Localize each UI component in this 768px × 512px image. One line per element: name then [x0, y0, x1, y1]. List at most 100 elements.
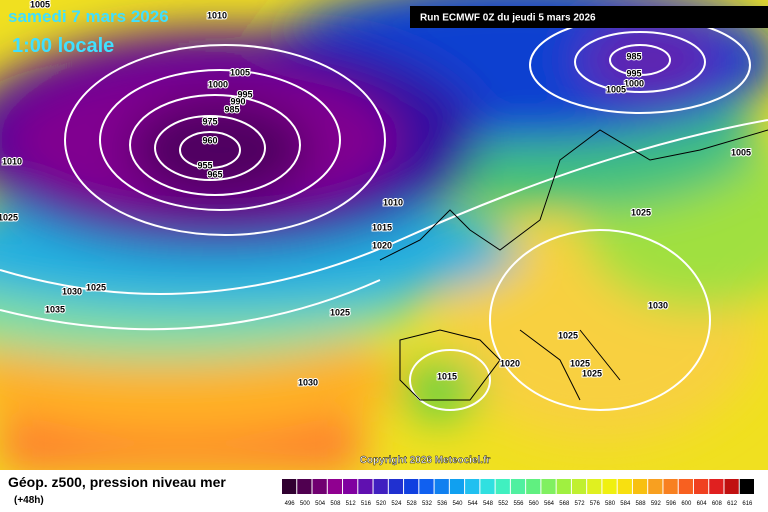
isobar-label: 1015	[437, 371, 457, 381]
isobar-label: 995	[237, 89, 252, 99]
legend-label: 520	[376, 501, 387, 507]
isobar-label: 1030	[62, 286, 82, 296]
date-label: samedi 7 mars 2026	[8, 7, 169, 26]
legend-label: 528	[407, 501, 418, 507]
isobar-label: 1005	[230, 67, 250, 77]
legend-label: 504	[315, 501, 326, 507]
footer-title: Géop. z500, pression niveau mer	[8, 474, 226, 490]
legend-swatch	[449, 479, 465, 494]
isobar-label: 1025	[570, 358, 590, 368]
legend-swatch	[632, 479, 648, 494]
legend-label: 532	[422, 501, 433, 507]
isobar-label: 1000	[208, 79, 228, 89]
legend-swatch	[373, 479, 388, 494]
isobar-label: 1025	[86, 282, 106, 292]
legend-swatch	[587, 479, 602, 494]
legend-label: 568	[559, 501, 570, 507]
legend-swatch	[419, 479, 434, 494]
isobar-label: 1025	[330, 307, 350, 317]
legend-label: 592	[651, 501, 662, 507]
isobar-label: 985	[224, 104, 239, 114]
legend-label: 512	[346, 501, 357, 507]
legend-swatch	[465, 479, 480, 494]
isobar-label: 1020	[500, 358, 520, 368]
legend-swatch	[724, 479, 739, 494]
isobar-label: 1035	[45, 304, 65, 314]
isobar-label: 1010	[383, 197, 403, 207]
legend-swatch	[434, 479, 449, 494]
isobar-label: 1010	[207, 10, 227, 20]
isobar-label: 1025	[582, 368, 602, 378]
field	[0, 0, 768, 470]
legend-label: 604	[697, 501, 708, 507]
legend-swatch	[480, 479, 495, 494]
legend-swatch	[312, 479, 327, 494]
isobar-label: 1005	[606, 84, 626, 94]
isobar-label: 1030	[298, 377, 318, 387]
legend-swatch	[693, 479, 709, 494]
legend-label: 616	[742, 501, 753, 507]
legend-swatch	[495, 479, 510, 494]
legend-label: 536	[437, 501, 448, 507]
legend-label: 516	[361, 501, 372, 507]
legend-label: 580	[605, 501, 616, 507]
legend-swatch	[541, 479, 556, 494]
legend-swatch	[648, 479, 663, 494]
legend-label: 612	[727, 501, 738, 507]
legend-swatch	[388, 479, 404, 494]
legend-swatch	[678, 479, 693, 494]
isobar-label: 960	[202, 135, 217, 145]
legend-swatch	[343, 479, 358, 494]
legend-swatch	[526, 479, 541, 494]
legend-swatch	[739, 479, 754, 494]
legend-swatch	[602, 479, 617, 494]
isobar-label: 955	[197, 160, 212, 170]
isobar-label: 1025	[631, 207, 651, 217]
isobar-label: 1030	[648, 300, 668, 310]
isobar-label: 1005	[731, 147, 751, 157]
legend-label: 600	[681, 501, 692, 507]
legend-label: 508	[330, 501, 341, 507]
isobar-label: 985	[626, 51, 641, 61]
legend-swatch	[282, 479, 297, 494]
land-outline	[379, 129, 768, 401]
legend-label: 572	[575, 501, 586, 507]
legend-label: 540	[452, 501, 463, 507]
legend-label: 560	[529, 501, 540, 507]
legend-label: 552	[498, 501, 509, 507]
time-label: 1:00 locale	[12, 35, 114, 57]
isobar-lines	[0, 16, 768, 411]
legend-swatch	[404, 479, 419, 494]
isobar-label: 1015	[372, 222, 392, 232]
legend-label: 544	[468, 501, 479, 507]
isobar-label: 995	[626, 68, 641, 78]
legend-swatch	[556, 479, 571, 494]
isobar-label: 990	[230, 96, 245, 106]
legend-label: 556	[513, 501, 524, 507]
legend-swatch	[663, 479, 678, 494]
legend-swatch	[297, 479, 312, 494]
legend-label: 588	[636, 501, 647, 507]
legend-label: 500	[300, 501, 311, 507]
isobar-label: 1025	[0, 212, 18, 222]
legend-swatch	[571, 479, 587, 494]
run-label: Run ECMWF 0Z du jeudi 5 mars 2026	[420, 13, 596, 24]
footer-lead: (+48h)	[14, 495, 44, 506]
copyright: Copyright 2026 Meteociel.fr	[360, 455, 491, 466]
legend-label: 564	[544, 501, 555, 507]
legend-swatch	[617, 479, 632, 494]
legend-swatch	[709, 479, 724, 494]
legend-label: 576	[590, 501, 601, 507]
legend-swatch	[358, 479, 373, 494]
isobar-label: 1005	[30, 0, 50, 9]
legend-label: 524	[391, 501, 402, 507]
run-box	[410, 6, 768, 28]
isobar-label: 1010	[2, 156, 22, 166]
isobar-label: 1020	[372, 240, 392, 250]
legend-swatch	[327, 479, 343, 494]
legend-label: 596	[666, 501, 677, 507]
isobar-label: 965	[207, 169, 222, 179]
legend-label: 496	[285, 501, 296, 507]
legend-label: 584	[620, 501, 631, 507]
